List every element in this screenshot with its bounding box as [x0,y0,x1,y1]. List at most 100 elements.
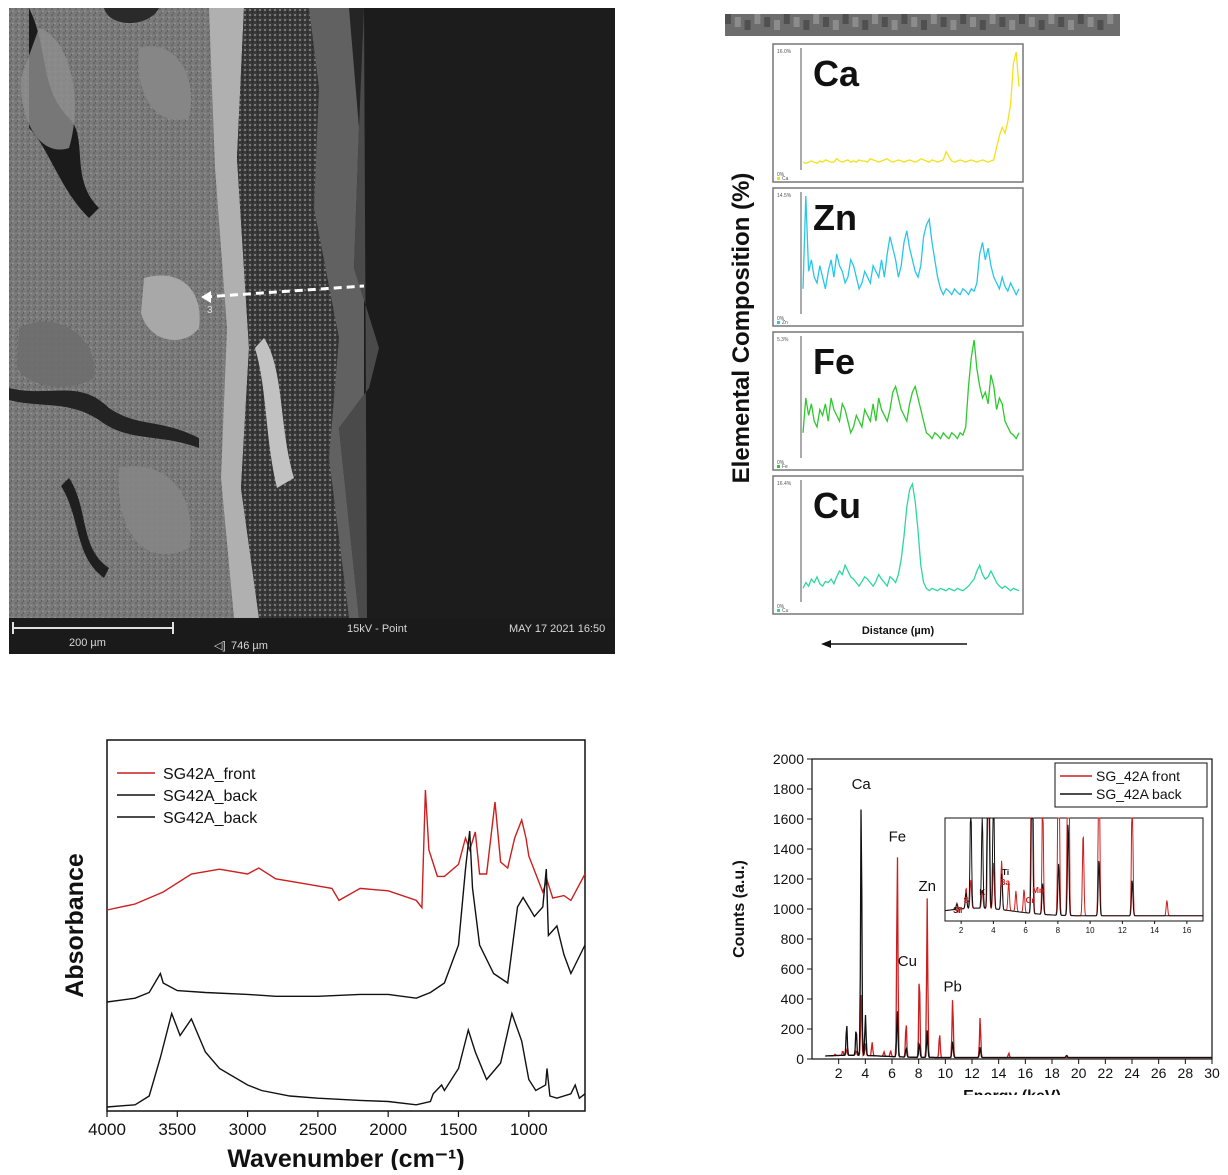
eds-svg: 2 4 6 8 10 12 14 16 18 20 22 24 26 28 3002004006008001… [731,751,1220,1105]
strip-texture [999,17,1006,27]
point-marker: 3 [207,305,213,316]
ftir-series-1 [106,830,586,1003]
eds-y-tick-label: 800 [781,931,805,947]
strip-texture [842,14,849,24]
eds-x-tick-label: 12 [964,1065,980,1081]
eds-inset-element-label: M [956,906,963,915]
strip-texture [783,14,790,24]
ftir-x-tick-label: 2500 [299,1120,337,1139]
line-scan-max-label: 16.0% [777,49,792,55]
line-scan-min-label: 0% [777,604,785,610]
eds-inset-x-tick-label: 2 [959,926,964,935]
strip-texture [989,14,996,24]
strip-texture [1058,17,1065,27]
elemental-line-scan: Elemental Composition (%) 16.0% 0% Ca Ca 14.5… [715,8,1125,648]
eds-inset-x-tick-label: 4 [991,926,996,935]
line-scan-legend-swatch [777,321,780,324]
eds-x-tick-label: 26 [1151,1065,1167,1081]
strip-texture [881,17,888,27]
eds-inset-element-label: Si [953,906,961,915]
line-scan-legend-label: Cu [782,608,789,614]
eds-y-tick-label: 1800 [773,781,804,797]
ftir-x-tick-label: 1500 [440,1120,478,1139]
voltage-mode: 15kV - Point [347,623,407,635]
strip-texture [832,20,839,30]
sem-micrograph: 3 200 µm ◁] 746 µm 15kV - Point MAY 17 2… [9,8,615,654]
strip-texture [1048,14,1055,24]
strip-texture [970,17,976,27]
strip-texture [1097,20,1104,30]
eds-inset-element-label: Ba [1000,878,1011,887]
strip-texture [774,20,780,30]
eds-x-tick-label: 28 [1178,1065,1194,1081]
strip-texture [950,20,957,30]
eds-peak-label: Fe [889,829,907,846]
line-scan-x-label: Distance (µm) [862,625,935,637]
eds-inset-element-label: Mn [1032,886,1044,895]
line-scan-frame-fe [772,331,1024,471]
eds-legend-label: SG_42A front [1096,768,1180,784]
strip-texture [823,17,829,27]
eds-peak-label: Ca [852,776,872,793]
strip-texture [862,20,869,30]
line-scan-frame-ca [772,43,1024,183]
strip-texture [1107,14,1114,24]
ftir-y-label: Absorbance [61,853,89,998]
field-width-icon: ◁] [214,640,226,652]
eds-x-tick-label: 10 [938,1065,954,1081]
eds-inset-x-tick-label: 14 [1150,926,1159,935]
eds-x-label: Energy (keV) [963,1088,1061,1095]
field-width: 746 µm [231,640,268,652]
line-scan-element-label: Fe [813,341,855,382]
ftir-x-tick-label: 1000 [510,1120,548,1139]
eds-x-tick-label: 20 [1071,1065,1087,1081]
eds-inset-series-1 [944,817,1203,917]
eds-y-tick-label: 1000 [773,901,804,917]
eds-x-tick-label: 8 [915,1065,923,1081]
eds-x-tick-label: 2 [835,1065,843,1081]
strip-texture [803,20,810,30]
line-scan-element-label: Ca [813,53,860,94]
line-scan-series-ca [802,51,1020,165]
strip-texture [872,14,878,24]
strip-texture [1068,20,1074,30]
eds-x-tick-label: 16 [1018,1065,1034,1081]
strip-texture [852,17,859,27]
eds-x-tick-label: 6 [888,1065,896,1081]
strip-texture [911,17,918,27]
strip-texture [764,17,771,27]
line-scan-arrowhead [201,291,211,303]
eds-y-tick-label: 200 [781,1021,805,1037]
strip-texture [1077,14,1084,24]
ftir-x-tick-label: 3500 [158,1120,196,1139]
eds-inset-element-label: K [979,888,985,897]
line-scan-max-label: 5.3% [777,337,789,343]
eds-inset-x-tick-label: 6 [1023,926,1028,935]
ftir-x-tick-label: 4000 [88,1120,126,1139]
strip-texture [754,14,761,24]
strip-texture [930,14,937,24]
line-scan-path [203,284,365,299]
eds-y-tick-label: 1600 [773,811,804,827]
ftir-svg: 4000 3500 3000 2500 2000 1500 1000 Wavenumber (… [61,739,586,1173]
ftir-legend-label: SG42A_front [163,766,256,783]
eds-inset-frame [944,817,1204,922]
eds-inset-element-label: Ti [1002,868,1009,877]
line-scan-series-cu [802,481,1020,592]
eds-legend-label: SG_42A back [1096,786,1183,802]
eds-x-tick-label: 14 [991,1065,1007,1081]
strip-texture [901,14,908,24]
eds-series-1 [825,809,1212,1059]
eds-y-tick-label: 1400 [773,841,804,857]
strip-texture [979,20,986,30]
distance-arrowhead [821,640,831,648]
strip-texture [960,14,967,24]
line-scan-element-label: Cu [813,485,861,526]
strip-texture [1009,20,1016,30]
eds-x-tick-label: 4 [861,1065,869,1081]
strip-texture [921,20,927,30]
line-scan-legend-label: Ca [782,176,789,182]
eds-inset-x-tick-label: 16 [1182,926,1191,935]
eds-x-tick-label: 22 [1098,1065,1114,1081]
sem-info-bar [9,618,615,654]
